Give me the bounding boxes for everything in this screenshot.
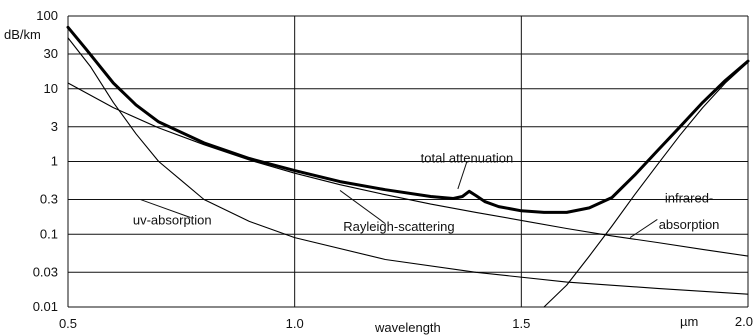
annotation-label: Rayleigh-scattering (343, 219, 454, 234)
annotation-leader (457, 161, 468, 190)
x-tick-label: 2.0 (735, 314, 753, 329)
series-line-infrared-absorption (543, 61, 749, 308)
x-tick-label: 0.5 (59, 316, 77, 331)
series-line-uv-absorption (67, 37, 749, 295)
y-tick-label: 30 (44, 46, 58, 61)
x-axis-unit: µm (680, 314, 698, 329)
y-tick-label: 1 (51, 154, 58, 169)
annotation-label: absorption (659, 217, 720, 232)
series-line-rayleigh-scattering (67, 82, 749, 257)
x-axis-label: wavelength (374, 320, 441, 335)
annotation-label: infrared- (665, 191, 713, 206)
annotation-label: uv-absorption (133, 212, 212, 227)
y-tick-label: 0.01 (33, 299, 58, 314)
y-axis-label: dB/km (4, 27, 41, 42)
annotation-leader (339, 190, 386, 225)
y-tick-label: 0.03 (33, 264, 58, 279)
y-tick-label: 10 (44, 81, 58, 96)
annotation-leader (140, 199, 191, 218)
y-tick-label: 0.3 (40, 192, 58, 207)
y-tick-label: 0.1 (40, 226, 58, 241)
x-tick-label: 1.0 (286, 316, 304, 331)
annotations: total attenuation Rayleigh-scattering uv-a… (133, 150, 720, 238)
series-line-total-attenuation (66, 25, 750, 214)
series-layer (66, 25, 750, 308)
annotation-label: total attenuation (421, 150, 514, 165)
tick-labels: 100 30 10 3 1 0.3 0.1 0.03 0.010.5 1.0 1.5 2.0 (33, 8, 753, 331)
x-tick-label: 1.5 (512, 316, 530, 331)
y-tick-label: 100 (36, 8, 58, 23)
annotation-leader (629, 218, 658, 238)
y-tick-label: 3 (51, 119, 58, 134)
